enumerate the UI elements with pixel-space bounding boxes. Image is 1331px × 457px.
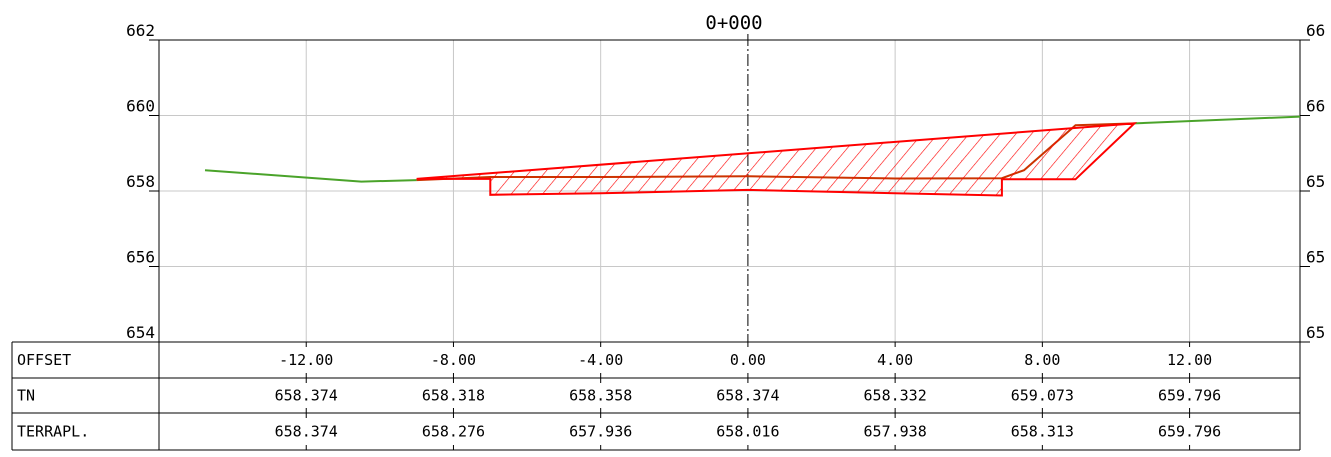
y-tick-label-right: 65 xyxy=(1306,248,1325,267)
table-cell: -8.00 xyxy=(431,351,476,369)
table-cell: 658.276 xyxy=(422,423,485,441)
axis-labels: 654 65 656 65 658 65 660 66 662 66 xyxy=(126,21,1325,343)
table-cell: 658.374 xyxy=(275,387,338,405)
y-tick-label-left: 662 xyxy=(126,21,155,40)
table-cell: 657.936 xyxy=(569,423,632,441)
y-tick-label-left: 660 xyxy=(126,97,155,116)
table-cell: 8.00 xyxy=(1024,351,1060,369)
y-tick-label-left: 656 xyxy=(126,248,155,267)
table-cell: 658.016 xyxy=(716,423,779,441)
table-cell: 658.374 xyxy=(716,387,779,405)
y-tick-label-right: 66 xyxy=(1306,97,1325,116)
table-cell: 659.796 xyxy=(1158,387,1221,405)
table-cell: 0.00 xyxy=(730,351,766,369)
profile-line-0 xyxy=(204,169,417,183)
table-cell: -12.00 xyxy=(279,351,333,369)
table-row-label: OFFSET xyxy=(17,351,71,369)
series-layer xyxy=(204,115,1301,197)
y-tick-label-right: 65 xyxy=(1306,323,1325,342)
table-cell: 659.796 xyxy=(1158,423,1221,441)
table-cell: 658.313 xyxy=(1011,423,1074,441)
chart-title: 0+000 xyxy=(705,12,762,34)
table-cell: 658.374 xyxy=(275,423,338,441)
table-cell: 659.073 xyxy=(1011,387,1074,405)
table-row-label: TN xyxy=(17,387,35,405)
table-cell: 658.332 xyxy=(864,387,927,405)
excavation-area xyxy=(416,122,1138,197)
table-cell: -4.00 xyxy=(578,351,623,369)
data-table: OFFSET -12.00 -8.00 -4.00 0.00 4.00 8.00 12.00 T… xyxy=(11,341,1301,451)
y-tick-label-right: 65 xyxy=(1306,172,1325,191)
table-cell: 12.00 xyxy=(1167,351,1212,369)
y-tick-label-right: 66 xyxy=(1306,21,1325,40)
table-cell: 658.358 xyxy=(569,387,632,405)
profile-line-1 xyxy=(1134,115,1301,125)
y-tick-label-left: 658 xyxy=(126,172,155,191)
table-cell: 657.938 xyxy=(864,423,927,441)
table-cell: 4.00 xyxy=(877,351,913,369)
table-cell: 658.318 xyxy=(422,387,485,405)
y-tick-label-left: 654 xyxy=(126,323,155,342)
table-row-label: TERRAPL. xyxy=(17,423,89,441)
